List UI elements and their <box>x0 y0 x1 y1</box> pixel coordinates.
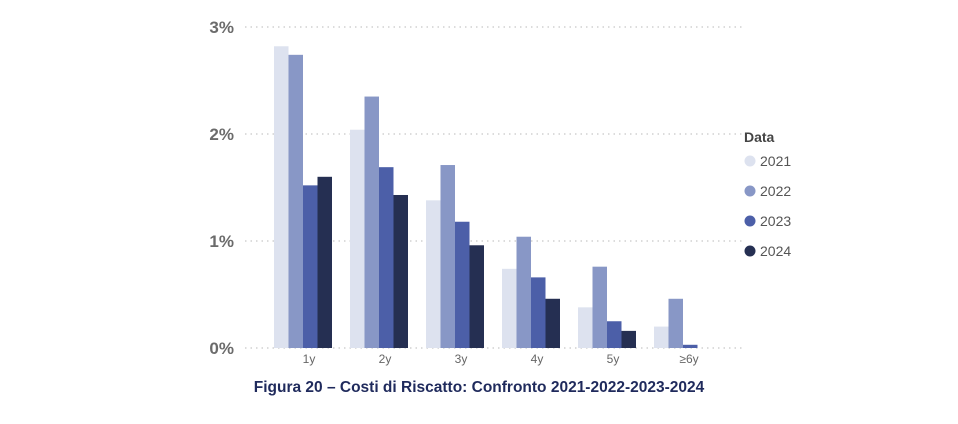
legend-title: Data <box>744 129 775 145</box>
bar-2023-4y <box>531 277 546 348</box>
bar-2022-3y <box>440 165 455 348</box>
bar-2022-4y <box>516 236 531 348</box>
y-tick-label: 3% <box>209 18 234 37</box>
bar-2024-5y <box>621 330 636 348</box>
bar-2022-≥6y <box>668 298 683 348</box>
bar-2023-5y <box>607 321 622 348</box>
legend-marker-2023 <box>744 215 756 227</box>
legend-marker-2022 <box>744 185 756 197</box>
legend-marker-2021 <box>744 155 756 167</box>
x-tick-label: 5y <box>607 352 620 366</box>
bar-2021-2y <box>350 129 365 348</box>
bar-2023-2y <box>379 167 394 348</box>
bar-2023-1y <box>303 185 318 348</box>
x-tick-label: 1y <box>303 352 316 366</box>
y-tick-label: 2% <box>209 125 234 144</box>
x-tick-label: 3y <box>455 352 468 366</box>
bar-2024-1y <box>317 176 332 348</box>
x-tick-label: 2y <box>379 352 392 366</box>
legend-label-2022: 2022 <box>760 183 791 199</box>
x-tick-label: ≥6y <box>679 352 698 366</box>
bar-2024-2y <box>393 194 408 348</box>
legend-label-2021: 2021 <box>760 153 791 169</box>
x-tick-label: 4y <box>531 352 544 366</box>
legend-label-2024: 2024 <box>760 243 791 259</box>
bar-2024-4y <box>545 298 560 348</box>
legend-label-2023: 2023 <box>760 213 791 229</box>
bar-2022-2y <box>364 96 379 348</box>
legend: Data 2021 2022 2023 2024 <box>744 129 791 259</box>
bar-chart: 0% 1% 2% 3% 1y 2y 3y 4y 5y ≥6y Data 2021 2022 2023… <box>209 18 791 366</box>
y-tick-label: 1% <box>209 232 234 251</box>
bar-2023-≥6y <box>683 344 698 348</box>
bar-2022-5y <box>592 266 607 348</box>
bar-2021-4y <box>502 268 517 348</box>
x-axis: 1y 2y 3y 4y 5y ≥6y <box>303 352 699 366</box>
bar-2021-3y <box>426 200 441 348</box>
bar-2021-≥6y <box>654 326 669 348</box>
bars <box>274 46 698 348</box>
bar-2021-5y <box>578 307 593 348</box>
bar-2022-1y <box>288 54 303 348</box>
figure-caption: Figura 20 – Costi di Riscatto: Confronto… <box>253 379 705 396</box>
bar-2023-3y <box>455 221 470 348</box>
bar-2024-3y <box>469 245 484 348</box>
y-tick-label: 0% <box>209 339 234 358</box>
legend-marker-2024 <box>744 245 756 257</box>
y-axis: 0% 1% 2% 3% <box>209 18 234 358</box>
bar-2021-1y <box>274 46 289 348</box>
